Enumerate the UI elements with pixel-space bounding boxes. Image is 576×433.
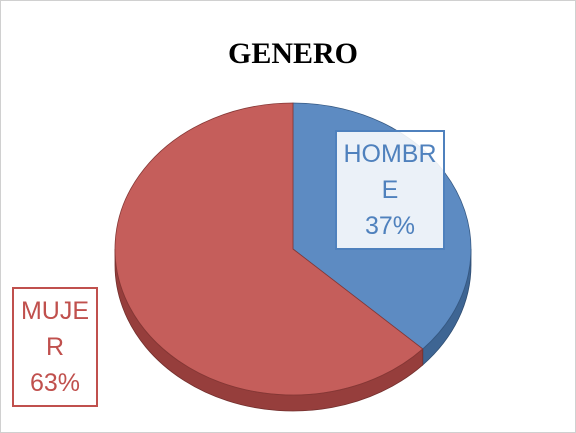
value-label: 63% (29, 369, 81, 397)
data-label: MUJER 63% (12, 287, 98, 407)
chart-title: GENERO (228, 37, 358, 70)
slice (114, 102, 424, 396)
category-label: MUJER (20, 297, 90, 361)
data-label: HOMBRE 37% (335, 130, 445, 250)
value-label: 37% (364, 212, 416, 240)
category-label: HOMBRE (343, 140, 437, 204)
